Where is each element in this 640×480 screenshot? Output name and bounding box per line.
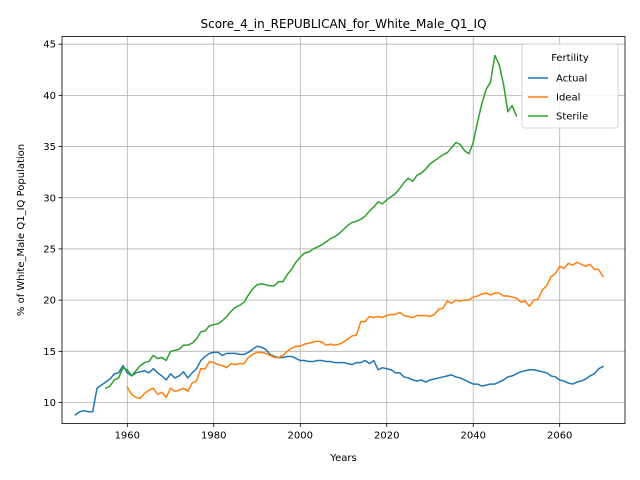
x-tick-label: 2040	[460, 431, 485, 442]
legend-box	[521, 43, 619, 129]
legend-items: Actual Ideal Sterile	[528, 74, 588, 123]
y-tick-label: 25	[43, 244, 56, 255]
legend-title: Fertility	[551, 53, 589, 64]
series-layer	[74, 54, 604, 416]
plot-frame	[61, 36, 626, 424]
series-line-sterile	[104, 54, 518, 390]
y-tick-label: 35	[43, 142, 56, 153]
y-axis-label: % of White_Male Q1_IQ Population	[16, 144, 27, 316]
y-tick-label: 10	[43, 398, 56, 409]
x-tick-label: 2020	[374, 431, 399, 442]
grid-lines	[62, 36, 625, 424]
y-tick-label: 20	[43, 296, 56, 307]
x-tick-label: 2060	[547, 431, 572, 442]
legend: Fertility Actual Ideal Sterile	[521, 43, 619, 129]
x-axis: 1960 1980 2000 2020 2040 2060	[115, 423, 572, 442]
y-axis: 10 15 20 25 30 35 40 45	[43, 40, 62, 409]
x-axis-label: Years	[329, 453, 356, 464]
y-tick-label: 15	[43, 347, 56, 358]
x-tick-label: 1960	[115, 431, 140, 442]
x-tick-label: 2000	[288, 431, 313, 442]
chart-title: Score_4_in_REPUBLICAN_for_White_Male_Q1_…	[200, 17, 486, 31]
series-line-ideal	[126, 261, 604, 400]
y-tick-label: 30	[43, 193, 56, 204]
y-tick-label: 40	[43, 91, 56, 102]
x-tick-label: 1980	[201, 431, 226, 442]
legend-label-ideal: Ideal	[556, 93, 580, 104]
legend-label-actual: Actual	[556, 74, 587, 85]
y-tick-label: 45	[43, 40, 56, 51]
legend-label-sterile: Sterile	[556, 112, 588, 123]
series-line-actual	[74, 345, 604, 416]
